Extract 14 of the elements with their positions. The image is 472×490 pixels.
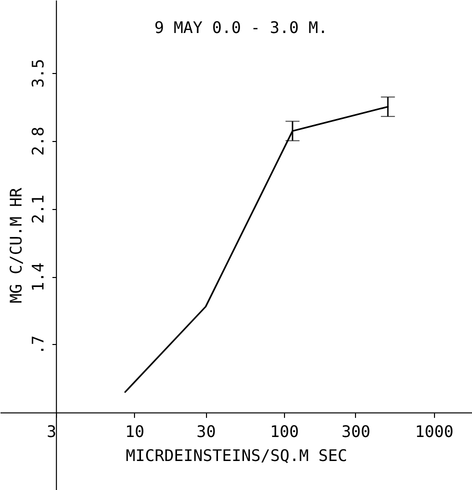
x-tick-label: 3 (46, 422, 56, 441)
y-tick-label: 2.8 (28, 126, 48, 156)
y-tick-label: 1.4 (28, 262, 48, 292)
x-tick-label: 10 (125, 422, 144, 441)
x-axis-title: MICRDEINSTEINS/SQ.M SEC (126, 446, 348, 465)
y-axis-title: MG C/CU.M HR (6, 187, 26, 304)
y-tick-label: .7 (28, 335, 48, 355)
x-tick-label: 300 (342, 422, 370, 441)
y-tick-label: 2.1 (28, 194, 48, 224)
text: 9 MAY 0.0 - 3.0 M. (154, 18, 328, 37)
x-tick-label: 1000 (415, 422, 454, 441)
x-tick-label: 30 (196, 422, 216, 441)
y-tick-label: 3.5 (28, 58, 48, 88)
x-tick-label: 100 (270, 422, 299, 441)
